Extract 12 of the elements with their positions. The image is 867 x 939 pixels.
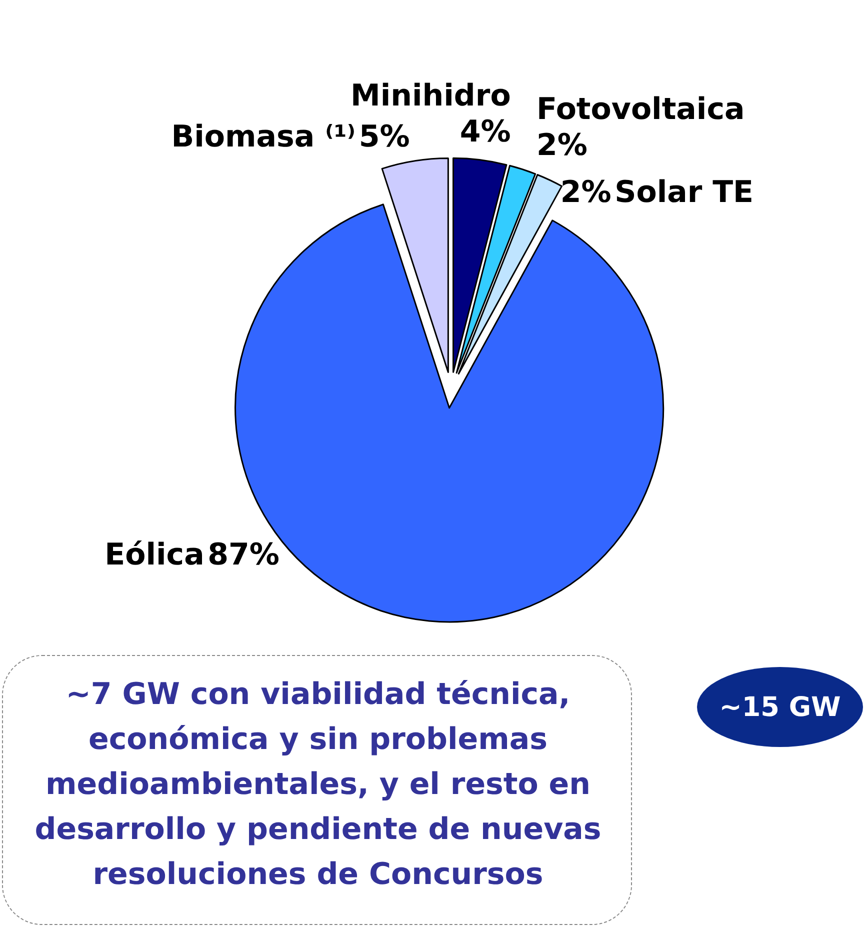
data-label: 2% [536, 128, 588, 164]
slice-label: Solar TE [614, 175, 754, 210]
data-label: 2% [560, 175, 612, 210]
data-label: 5% [358, 119, 410, 154]
data-label: 87% [208, 537, 280, 572]
slice-label: Fotovoltaica [536, 92, 745, 128]
text: ~15 GW [697, 667, 863, 747]
slice-label: Biomasa ⁽¹⁾ [171, 119, 356, 154]
data-label: 4% [460, 114, 511, 150]
slice-label: Minihidro [350, 78, 511, 114]
text: ~7 GW con viabilidad técnica, económica y sin problemas medioambientales, y el resto en desarrollo y pendiente de nuevas resoluciones de Concursos [34, 676, 602, 894]
slice-label: Eólica [104, 537, 204, 572]
